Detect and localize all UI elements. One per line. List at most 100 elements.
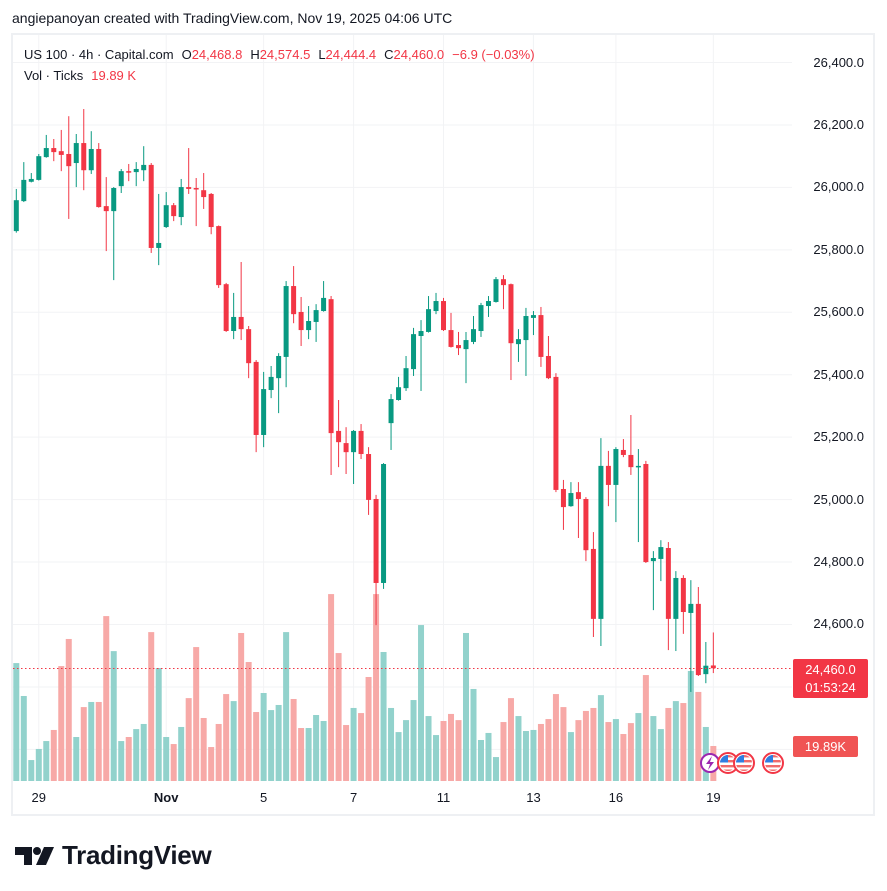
candle	[673, 571, 679, 652]
candle	[306, 306, 312, 340]
volume-bar	[110, 651, 117, 781]
volume-bar	[590, 707, 597, 781]
candle-body	[186, 187, 192, 189]
symbol-title[interactable]: US 100 · 4h · Capital.com	[24, 47, 174, 62]
low-value: 24,444.4	[325, 47, 377, 62]
candle-body	[613, 449, 619, 485]
candle-body	[381, 464, 387, 583]
volume-badge: 19.89K	[793, 736, 858, 757]
candle	[141, 146, 147, 182]
us-flag-icon[interactable]	[717, 752, 739, 774]
candle-body	[193, 188, 199, 190]
volume-bar	[680, 703, 687, 781]
candle-body	[703, 665, 709, 675]
time-axis-label: Nov	[153, 790, 179, 805]
candle-body	[650, 557, 656, 562]
candle-body	[88, 148, 94, 171]
us-flag-icon[interactable]	[762, 752, 784, 774]
candle-body	[306, 321, 312, 331]
candle-body	[508, 284, 514, 344]
price-axis-label: 25,800.0	[813, 241, 864, 257]
volume-bar	[328, 594, 335, 781]
chart-legend: US 100 · 4h · Capital.com O24,468.8 H24,…	[24, 44, 535, 86]
candle	[381, 463, 387, 589]
candle	[583, 497, 589, 562]
volume-value: 19.89 K	[91, 68, 137, 83]
volume-bar	[125, 737, 132, 781]
candle	[231, 292, 237, 340]
volume-bar	[395, 732, 402, 781]
candle-body	[441, 301, 447, 331]
candle-body	[171, 205, 177, 217]
candles	[13, 109, 716, 692]
volume-bar	[597, 695, 604, 781]
candle	[538, 306, 544, 367]
price-axis-label: 26,400.0	[813, 54, 864, 70]
tradingview-logo[interactable]: TradingView	[15, 840, 212, 871]
candle-body	[268, 376, 274, 391]
candle-body	[141, 164, 147, 171]
candle-body	[598, 465, 604, 619]
candle	[441, 297, 447, 332]
volume-bar	[245, 662, 252, 781]
candle-body	[201, 190, 207, 198]
candle	[336, 400, 342, 468]
volume-bar	[627, 723, 634, 781]
candle-body	[605, 465, 611, 485]
candle-body	[73, 143, 79, 164]
candle	[665, 542, 671, 651]
candle	[126, 163, 132, 182]
candle	[515, 329, 521, 362]
volume-bar	[380, 651, 387, 781]
candle	[351, 429, 357, 484]
candle-body	[635, 465, 641, 468]
volume-bar	[448, 713, 455, 781]
volume-bar	[635, 713, 642, 781]
candle-body	[500, 279, 506, 286]
candle-body	[111, 188, 117, 212]
volume-bar	[223, 694, 230, 781]
price-axis-label: 25,000.0	[813, 491, 864, 507]
low-label: L	[318, 47, 326, 62]
candle-body	[291, 286, 297, 315]
volume-bar	[313, 715, 320, 781]
volume-bar	[178, 726, 185, 781]
candle-body	[231, 316, 237, 332]
candle	[456, 331, 462, 356]
candle	[568, 482, 574, 507]
us-flag-icon[interactable]	[733, 752, 755, 774]
volume-bar	[148, 632, 155, 781]
candle	[613, 447, 619, 523]
volume-bar	[522, 731, 529, 781]
volume-bar	[335, 653, 342, 781]
candle-body	[133, 168, 139, 173]
candle-body	[28, 178, 34, 182]
candle	[58, 129, 64, 172]
candle	[680, 575, 686, 634]
candle	[223, 282, 229, 332]
candle-body	[36, 156, 42, 180]
candle	[156, 193, 162, 266]
price-axis-label: 25,400.0	[813, 366, 864, 382]
candle-body	[583, 498, 589, 551]
volume-bar	[260, 693, 267, 781]
candle	[710, 632, 716, 674]
candle	[620, 439, 626, 458]
bar-countdown: 01:53:24	[805, 679, 856, 695]
candle	[560, 479, 566, 530]
volume-bar	[695, 691, 702, 781]
candle-body	[343, 443, 349, 453]
candle-body	[695, 603, 701, 676]
candle	[163, 192, 169, 228]
candle-body	[126, 171, 132, 173]
candle-body	[710, 665, 716, 669]
volume-bar	[50, 729, 57, 781]
volume-bar	[275, 704, 282, 781]
candle-body	[628, 454, 634, 468]
volume-bar	[418, 625, 425, 781]
candle-body	[396, 387, 402, 401]
volume-indicator-title[interactable]: Vol · Ticks	[24, 68, 84, 83]
volume-bar	[642, 675, 649, 781]
volume-bar	[358, 713, 365, 781]
